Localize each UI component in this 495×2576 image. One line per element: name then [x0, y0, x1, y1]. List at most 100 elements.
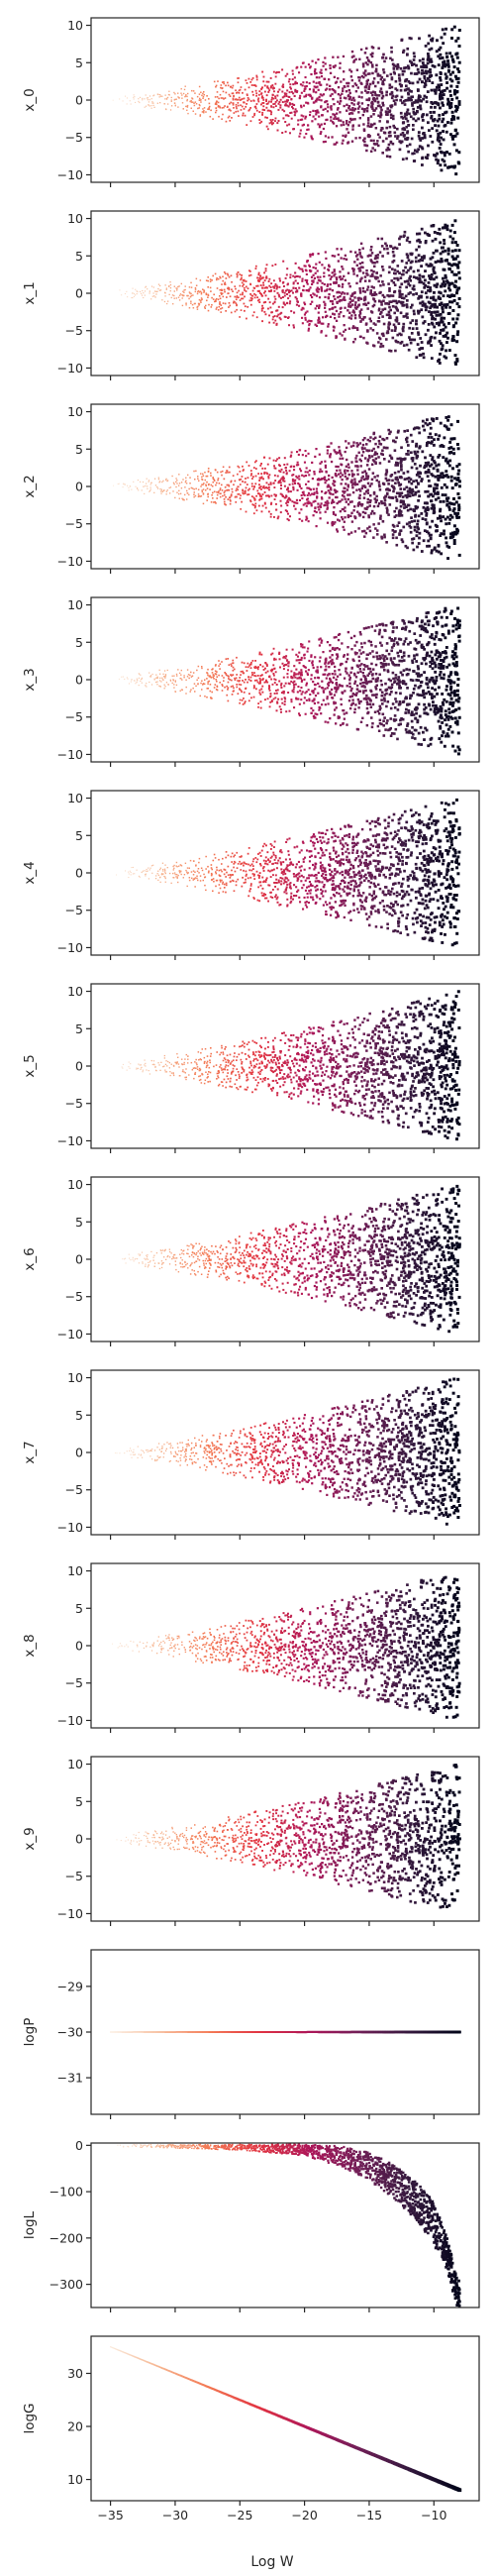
scatter-point — [398, 295, 402, 298]
scatter-point — [406, 108, 410, 112]
scatter-point — [260, 293, 262, 295]
scatter-point — [250, 294, 253, 297]
scatter-point — [375, 452, 379, 456]
scatter-point — [269, 119, 272, 121]
scatter-point — [380, 75, 384, 79]
scatter-point — [411, 457, 415, 460]
scatter-point — [396, 278, 400, 281]
scatter-point — [452, 25, 456, 29]
scatter-point — [383, 247, 386, 251]
scatter-point — [385, 704, 388, 708]
scatter-point — [339, 307, 342, 310]
scatter-point — [305, 281, 308, 284]
scatter-point — [215, 85, 217, 88]
scatter-point — [339, 476, 342, 479]
scatter-point — [322, 64, 325, 67]
scatter-point — [437, 159, 440, 162]
scatter-point — [310, 654, 313, 657]
scatter-point — [261, 294, 264, 297]
scatter-point — [352, 634, 356, 638]
scatter-point — [237, 102, 240, 104]
scatter-point — [435, 486, 439, 490]
scatter-point — [400, 446, 403, 450]
scatter-point — [363, 275, 367, 278]
scatter-point — [387, 282, 390, 285]
scatter-point — [304, 85, 307, 88]
scatter-point — [408, 486, 412, 490]
scatter-point — [331, 92, 334, 96]
scatter-point — [274, 117, 277, 120]
scatter-point — [322, 93, 325, 96]
scatter-point — [346, 672, 348, 675]
scatter-point — [450, 164, 454, 168]
scatter-point — [262, 283, 265, 286]
scatter-point — [368, 317, 371, 320]
scatter-point — [369, 319, 372, 323]
scatter-point — [283, 496, 286, 499]
scatter-point — [317, 321, 320, 324]
scatter-point — [390, 90, 394, 94]
scatter-point — [332, 306, 335, 309]
scatter-point — [433, 325, 437, 329]
scatter-point — [325, 257, 328, 260]
scatter-point — [457, 276, 461, 280]
scatter-point — [188, 493, 190, 496]
scatter-point — [210, 483, 213, 486]
scatter-point — [323, 77, 326, 80]
scatter-point — [381, 332, 385, 336]
scatter-point — [422, 505, 426, 509]
scatter-point — [329, 277, 332, 280]
scatter-point — [248, 274, 250, 277]
scatter-point — [291, 478, 294, 481]
scatter-point — [400, 140, 404, 144]
scatter-point — [367, 449, 371, 452]
scatter-point — [205, 292, 207, 295]
scatter-point — [281, 290, 284, 293]
scatter-point — [438, 323, 441, 327]
scatter-point — [429, 263, 433, 267]
scatter-point — [158, 482, 160, 483]
scatter-point — [409, 291, 412, 294]
scatter-point — [380, 635, 384, 639]
scatter-point — [429, 257, 433, 261]
scatter-point — [428, 341, 431, 345]
scatter-point — [339, 469, 342, 472]
scatter-point — [405, 505, 408, 508]
scatter-point — [365, 268, 368, 272]
y-tick-label: −10 — [57, 361, 83, 376]
scatter-point — [286, 504, 289, 507]
scatter-point — [345, 465, 348, 468]
scatter-point — [164, 284, 166, 286]
scatter-point — [207, 309, 210, 312]
scatter-point — [441, 120, 445, 124]
scatter-point — [255, 509, 258, 512]
scatter-point — [228, 466, 231, 469]
scatter-point — [186, 489, 188, 492]
scatter-point — [324, 251, 327, 254]
scatter-point — [404, 112, 407, 116]
scatter-point — [283, 457, 286, 460]
scatter-point — [340, 702, 343, 706]
scatter-point — [366, 104, 370, 107]
scatter-point — [278, 651, 281, 654]
scatter-point — [290, 698, 293, 701]
scatter-point — [169, 109, 172, 111]
scatter-point — [418, 531, 422, 535]
scatter-point — [258, 483, 260, 486]
scatter-point — [431, 440, 434, 444]
scatter-point — [422, 352, 425, 356]
scatter-point — [386, 330, 389, 333]
scatter-point — [216, 685, 219, 688]
scatter-point — [253, 506, 256, 509]
scatter-point — [448, 305, 452, 309]
scatter-point — [296, 274, 299, 277]
scatter-point — [235, 106, 238, 108]
scatter-point — [273, 474, 276, 477]
scatter-point — [385, 657, 389, 661]
scatter-point — [147, 487, 148, 489]
scatter-point — [385, 492, 389, 496]
scatter-point — [244, 295, 246, 298]
scatter-point — [418, 137, 422, 141]
scatter-point — [285, 99, 288, 102]
scatter-point — [350, 55, 354, 58]
